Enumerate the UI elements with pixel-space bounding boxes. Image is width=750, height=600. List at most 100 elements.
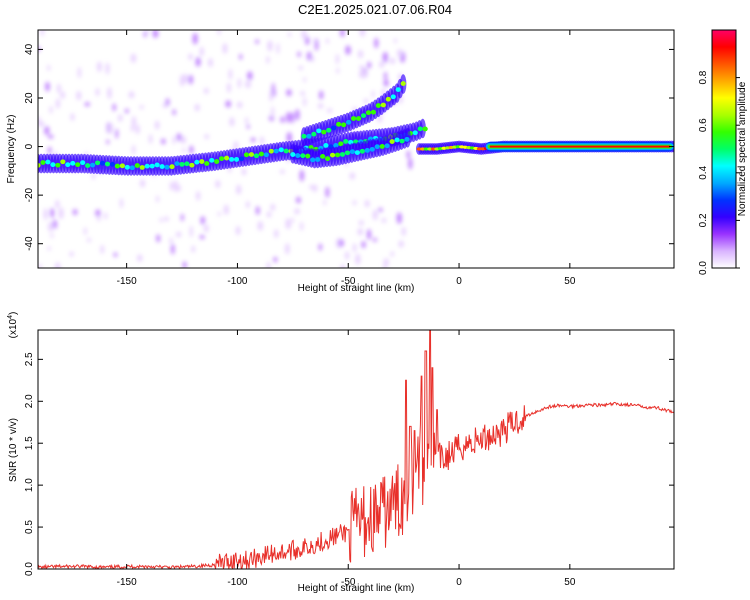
spectrogram-speckle-dot xyxy=(357,49,364,59)
spectrogram-core xyxy=(209,157,215,163)
spectrogram-core xyxy=(144,163,150,169)
spectrogram-feature xyxy=(300,74,407,147)
spectrogram-core xyxy=(359,148,365,154)
spectrogram-speckle-dot xyxy=(366,229,372,240)
spectrogram-core xyxy=(349,149,356,155)
spectrogram-speckle-dot xyxy=(115,128,119,139)
spectrogram-speckle-dot xyxy=(318,243,323,251)
spectrogram-speckle-dot xyxy=(188,74,194,85)
snr-y-tick-label: 0.5 xyxy=(24,520,35,534)
spectrogram-speckle-dot xyxy=(401,226,406,237)
snr-x-tick-label: 0 xyxy=(456,577,462,588)
spectrogram-core xyxy=(75,162,81,168)
spectrogram-speckle-dot xyxy=(233,141,239,151)
spectrogram-speckle-dot xyxy=(393,38,397,44)
spectrogram-speckle-dot xyxy=(58,207,64,220)
spectrogram-core xyxy=(129,165,135,171)
spectrogram-speckle-dot xyxy=(340,30,345,38)
spectrogram-core xyxy=(258,151,264,157)
spectrogram-core xyxy=(422,126,428,132)
spectrogram-core xyxy=(324,156,331,162)
spectrogram-speckle-dot xyxy=(194,104,200,112)
spectrogram-speckle-dot xyxy=(364,199,370,208)
spectrogram-speckle-dot xyxy=(372,237,378,242)
spectrogram-speckle-dot xyxy=(381,217,387,224)
spectrogram-speckle-dot xyxy=(169,237,173,244)
spectrogram-speckle-dot xyxy=(124,108,129,114)
spectrogram-speckle-dot xyxy=(383,79,389,87)
spectrogram-tracks xyxy=(38,74,674,176)
spectrogram-speckle-dot xyxy=(389,57,396,65)
spectrogram-speckle-dot xyxy=(371,90,375,99)
spectrogram-heatmap xyxy=(38,30,674,268)
spectrogram-speckle-dot xyxy=(217,30,221,36)
spectrogram-panel: -150 -100 -50 0 50 -40 -20 0 20 40 Height of str… xyxy=(6,29,675,294)
spectrogram-speckle-dot xyxy=(54,262,61,268)
spectrogram-speckle-dot xyxy=(131,144,136,155)
spectrogram-core xyxy=(316,128,322,134)
snr-x-tick-label: 50 xyxy=(564,577,576,588)
spectrogram-speckle-dot xyxy=(128,91,135,99)
spectrogram-speckle-dot xyxy=(303,77,307,83)
spectrogram-speckle-dot xyxy=(287,32,292,37)
spectrogram-speckle-dot xyxy=(361,241,366,249)
spectrogram-speckle-dot xyxy=(318,90,324,100)
spectrogram-core xyxy=(104,161,111,167)
spectrogram-speckle-dot xyxy=(314,39,319,51)
colorbar-tick-label: 0.8 xyxy=(698,70,709,84)
spectrogram-speckle-dot xyxy=(349,172,356,180)
spectrogram-speckle-dot xyxy=(338,239,345,248)
spectrogram-speckle-dot xyxy=(284,243,290,255)
spectrogram-speckle-dot xyxy=(344,251,350,260)
spectrogram-speckle-dot xyxy=(130,53,137,63)
spectrogram-speckle-dot xyxy=(46,64,51,71)
spectrogram-x-tick-label: -100 xyxy=(227,276,247,287)
spectrogram-core xyxy=(90,162,96,168)
spectrogram-speckle-dot xyxy=(117,114,123,122)
spectrogram-speckle-dot xyxy=(311,55,315,63)
spectrogram-speckle-dot xyxy=(148,134,153,144)
spectrogram-speckle-dot xyxy=(172,109,176,116)
spectrogram-speckle-dot xyxy=(112,103,117,112)
spectrogram-speckle-dot xyxy=(295,109,300,121)
spectrogram-core xyxy=(65,162,71,168)
spectrogram-core xyxy=(355,116,362,121)
spectrogram-y-axis-label: Frequency (Hz) xyxy=(6,115,17,184)
spectrogram-speckle-dot xyxy=(208,58,213,68)
spectrogram-speckle-dot xyxy=(176,133,182,142)
snr-y-tick-label: 1.0 xyxy=(24,478,35,492)
spectrogram-speckle-dot xyxy=(45,81,50,92)
snr-y-tick-label: 0.0 xyxy=(24,562,35,576)
spectrogram-core xyxy=(300,153,306,159)
spectrogram-speckle-dot xyxy=(189,225,193,238)
snr-frame xyxy=(37,329,675,570)
spectrogram-speckle-dot xyxy=(317,103,324,109)
spectrogram-speckle-dot xyxy=(276,42,280,55)
spectrogram-speckle-dot xyxy=(91,173,96,180)
spectrogram-core xyxy=(320,154,326,159)
spectrogram-core xyxy=(404,136,410,142)
spectrogram-core xyxy=(374,144,380,150)
spectrogram-speckle-dot xyxy=(226,82,231,93)
spectrogram-core xyxy=(80,160,86,166)
spectrogram-core xyxy=(395,87,401,93)
spectrogram-speckle-dot xyxy=(299,221,304,231)
spectrogram-speckle-dot xyxy=(308,184,315,190)
spectrogram-speckle-dot xyxy=(374,37,379,49)
spectrogram-speckle-dot xyxy=(195,56,201,67)
spectrogram-core xyxy=(119,163,125,169)
spectrogram-speckle-dot xyxy=(95,88,100,97)
spectrogram-speckle-dot xyxy=(383,258,389,267)
spectrogram-speckle-dot xyxy=(358,220,364,226)
multiplier-exponent: 4 xyxy=(7,315,14,319)
spectrogram-speckle-dot xyxy=(398,240,404,248)
spectrogram-core xyxy=(345,119,352,125)
spectrogram-feature xyxy=(289,128,411,169)
spectrogram-speckle-dot xyxy=(340,264,346,268)
spectrogram-speckle-dot xyxy=(135,124,140,135)
spectrogram-speckle-dot xyxy=(180,135,187,144)
spectrogram-speckle-dot xyxy=(247,71,253,81)
spectrogram-speckle-dot xyxy=(55,199,60,209)
snr-y-axis-label: SNR (10 * v/v) xyxy=(8,418,19,482)
spectrogram-speckle-dot xyxy=(38,264,42,268)
